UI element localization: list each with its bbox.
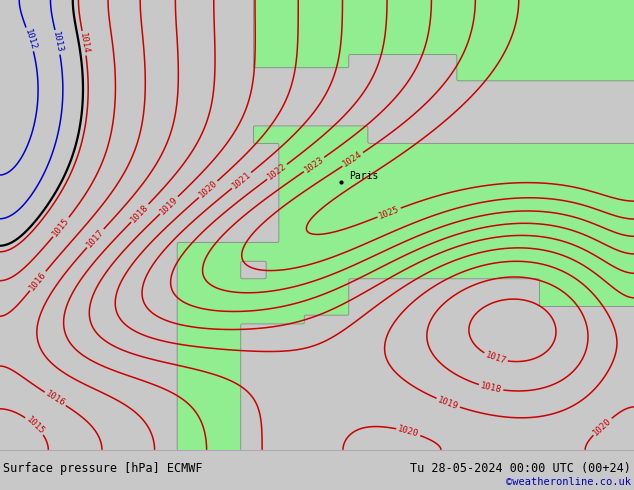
Text: 1022: 1022: [266, 162, 288, 182]
Text: 1012: 1012: [23, 28, 37, 51]
Text: Surface pressure [hPa] ECMWF: Surface pressure [hPa] ECMWF: [3, 462, 202, 475]
Text: 1014: 1014: [78, 32, 91, 54]
Text: 1020: 1020: [592, 416, 613, 437]
Text: 1020: 1020: [397, 424, 420, 439]
Text: 1017: 1017: [484, 350, 507, 366]
Text: 1023: 1023: [302, 155, 325, 174]
Text: Tu 28-05-2024 00:00 UTC (00+24): Tu 28-05-2024 00:00 UTC (00+24): [410, 462, 631, 475]
Text: 1024: 1024: [341, 150, 364, 169]
Text: 1016: 1016: [44, 389, 67, 409]
Text: 1018: 1018: [479, 381, 503, 394]
Text: ©weatheronline.co.uk: ©weatheronline.co.uk: [506, 477, 631, 487]
Text: 1016: 1016: [27, 270, 48, 292]
Text: Paris: Paris: [349, 171, 378, 181]
Text: 1015: 1015: [24, 415, 46, 436]
Text: 1019: 1019: [436, 395, 460, 411]
Text: 1021: 1021: [230, 170, 253, 191]
Text: 1017: 1017: [85, 227, 106, 249]
Text: 1015: 1015: [51, 216, 72, 238]
Text: 1013: 1013: [51, 31, 64, 53]
Text: 1020: 1020: [197, 179, 219, 200]
Text: 1018: 1018: [129, 202, 150, 224]
Text: 1019: 1019: [158, 195, 180, 216]
Text: 1025: 1025: [377, 204, 401, 220]
